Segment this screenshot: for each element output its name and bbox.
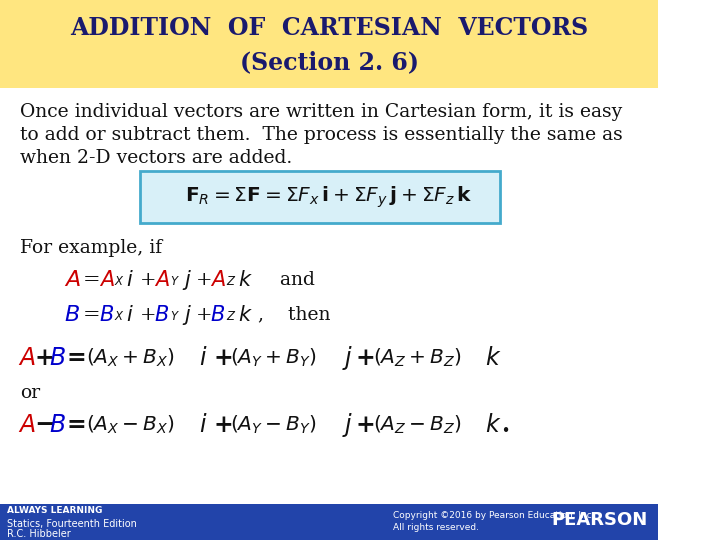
Text: =: =: [82, 305, 100, 325]
Text: $j$: $j$: [182, 268, 192, 292]
Text: $A$: $A$: [64, 269, 81, 291]
Text: Statics, Fourteenth Edition: Statics, Fourteenth Edition: [7, 518, 138, 529]
Text: $B$: $B$: [50, 413, 66, 437]
Text: For example, if: For example, if: [20, 239, 162, 257]
Text: PEARSON: PEARSON: [551, 511, 647, 529]
Text: $B$: $B$: [50, 346, 66, 370]
Text: +: +: [196, 306, 212, 324]
Text: $B$: $B$: [99, 305, 114, 325]
Text: $i$: $i$: [126, 305, 134, 325]
Text: $k$: $k$: [238, 305, 253, 325]
Text: $k$: $k$: [485, 413, 501, 437]
Text: $_X$: $_X$: [114, 306, 125, 323]
Text: $(A_Z + B_Z)$: $(A_Z + B_Z)$: [373, 347, 462, 369]
Text: $(A_X + B_X)$: $(A_X + B_X)$: [86, 347, 175, 369]
Text: +: +: [140, 306, 156, 324]
Text: $k$: $k$: [238, 270, 253, 290]
Text: R.C. Hibbeler: R.C. Hibbeler: [7, 529, 71, 538]
Text: $A$: $A$: [155, 270, 171, 290]
Text: (Section 2. 6): (Section 2. 6): [240, 50, 418, 74]
Text: =: =: [67, 413, 86, 437]
Text: +: +: [35, 346, 55, 370]
Text: or: or: [20, 384, 40, 402]
Text: $\mathbf{F}_R = \Sigma\mathbf{F} = \Sigma F_x\,\mathbf{i} + \Sigma F_y\,\mathbf{: $\mathbf{F}_R = \Sigma\mathbf{F} = \Sigm…: [185, 184, 473, 210]
Text: +: +: [140, 271, 156, 289]
Text: $_X$: $_X$: [114, 271, 125, 288]
Text: ADDITION  OF  CARTESIAN  VECTORS: ADDITION OF CARTESIAN VECTORS: [70, 16, 588, 40]
Text: +: +: [356, 346, 375, 370]
Text: $_Z$: $_Z$: [226, 306, 236, 323]
Text: $_Y$: $_Y$: [170, 271, 180, 288]
Text: $(A_Y - B_Y)$: $(A_Y - B_Y)$: [230, 414, 317, 436]
Text: +: +: [213, 346, 233, 370]
Text: $_Z$: $_Z$: [226, 271, 236, 288]
Text: All rights reserved.: All rights reserved.: [393, 523, 479, 532]
Text: $k$: $k$: [485, 346, 501, 370]
Text: $B$: $B$: [64, 304, 80, 326]
Text: Once individual vectors are written in Cartesian form, it is easy: Once individual vectors are written in C…: [20, 103, 622, 121]
Text: $i$: $i$: [199, 413, 208, 437]
Text: +: +: [356, 413, 375, 437]
Text: $B$: $B$: [210, 305, 225, 325]
Text: .: .: [501, 413, 509, 437]
FancyBboxPatch shape: [0, 0, 658, 88]
Text: $_Y$: $_Y$: [170, 306, 180, 323]
Text: ALWAYS LEARNING: ALWAYS LEARNING: [7, 506, 103, 515]
Text: to add or subtract them.  The process is essentially the same as: to add or subtract them. The process is …: [20, 126, 623, 144]
Text: −: −: [35, 412, 57, 437]
Text: +: +: [196, 271, 212, 289]
Text: $(A_Z - B_Z)$: $(A_Z - B_Z)$: [373, 414, 462, 436]
Text: $A$: $A$: [18, 346, 36, 370]
Text: $B$: $B$: [155, 305, 169, 325]
FancyBboxPatch shape: [0, 504, 658, 539]
Text: $i$: $i$: [126, 270, 134, 290]
Text: $j$: $j$: [342, 344, 353, 372]
Text: ,    then: , then: [252, 306, 330, 324]
Text: $i$: $i$: [199, 346, 208, 370]
Text: Copyright ©2016 by Pearson Education, Inc.: Copyright ©2016 by Pearson Education, In…: [393, 511, 595, 520]
Text: =: =: [67, 346, 86, 370]
Text: =: =: [82, 271, 100, 289]
Text: $A$: $A$: [18, 413, 36, 437]
Text: and: and: [256, 271, 315, 289]
Text: $(A_X - B_X)$: $(A_X - B_X)$: [86, 414, 175, 436]
Text: $A$: $A$: [210, 270, 226, 290]
Text: $(A_Y + B_Y)$: $(A_Y + B_Y)$: [230, 347, 317, 369]
Text: $j$: $j$: [342, 411, 353, 438]
Text: +: +: [213, 413, 233, 437]
Text: when 2-D vectors are added.: when 2-D vectors are added.: [20, 149, 292, 167]
FancyBboxPatch shape: [140, 171, 500, 223]
Text: $A$: $A$: [99, 270, 114, 290]
Text: $j$: $j$: [182, 303, 192, 327]
